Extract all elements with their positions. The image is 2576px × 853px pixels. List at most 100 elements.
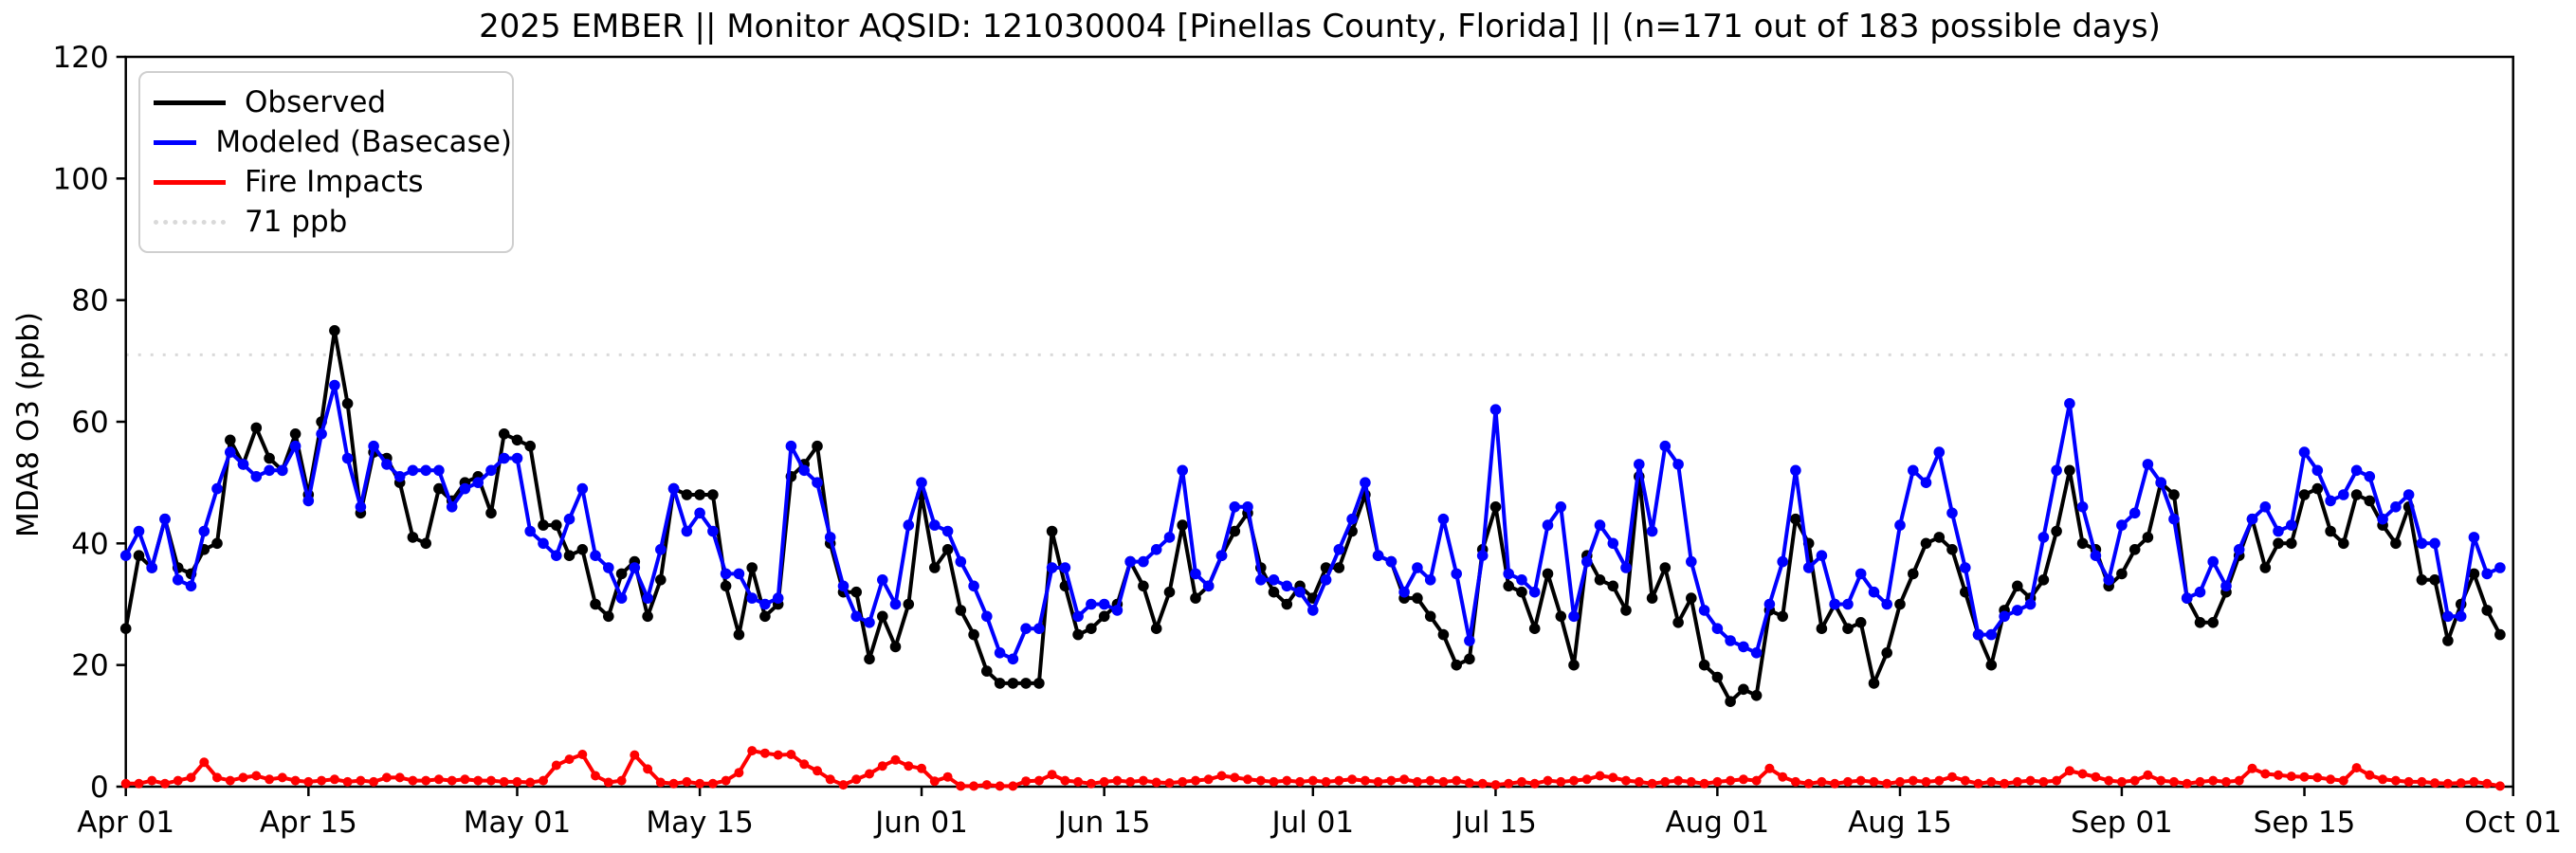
fire-point [1686,776,1696,787]
fire-point [825,774,835,785]
modeled-point [1020,623,1032,634]
observed-point [1503,580,1514,592]
modeled-point [590,550,601,561]
fire-point [564,754,575,765]
threshold-line-sample [154,219,226,225]
fire-point [1504,778,1514,789]
observed-point [994,678,1006,689]
fire-point [1425,775,1435,786]
modeled-point [889,598,902,610]
observed-point [2364,495,2376,507]
fire-point [1334,775,1344,786]
modeled-point [225,446,236,458]
modeled-point [2259,501,2272,513]
fire-point [1060,775,1070,786]
observed-point [2207,617,2219,628]
x-tick-label: May 15 [646,806,753,840]
modeled-point [916,477,927,488]
fire-point [851,774,862,785]
observed-point [1854,617,1867,628]
modeled-point [981,610,993,623]
legend-label: Fire Impacts [245,165,424,199]
fire-point [981,780,992,790]
legend-item-fire: Fire Impacts [140,162,512,202]
fire-point [2390,775,2401,786]
fire-point [1595,771,1605,781]
fire-point [369,776,379,787]
legend-box: Observed Modeled (Basecase) Fire Impacts… [138,71,514,253]
observed-point [1190,592,1201,604]
fire-point [695,778,705,789]
observed-point [1464,653,1475,665]
fire-point [317,775,327,786]
observed-point [2012,580,2023,592]
observed-point [407,532,419,543]
modeled-point [1659,440,1672,452]
observed-point [1698,659,1710,671]
observed-point [524,440,536,452]
modeled-point [2442,610,2454,623]
modeled-point [1620,562,1632,573]
modeled-point [824,532,836,543]
modeled-point [2416,537,2428,550]
modeled-point [1568,610,1580,623]
fire-point [2482,778,2493,789]
fire-point [1830,778,1840,789]
fire-point [2000,778,2010,789]
modeled-point [2024,598,2037,610]
modeled-point [2194,586,2206,598]
observed-point [2325,525,2336,537]
observed-point [1868,678,1880,689]
fire-point [2195,776,2205,787]
fire-point [2182,778,2192,789]
modeled-point [1894,519,1906,531]
modeled-point [864,617,875,628]
modeled-point [798,464,810,477]
fire-point [1947,771,1957,782]
observed-point [1750,690,1763,701]
fire-point [1699,778,1709,789]
y-tick-label: 120 [53,41,109,75]
observed-point [720,580,732,592]
fire-point [499,776,509,787]
legend-item-observed: Observed [140,82,512,122]
modeled-point [2350,464,2363,477]
x-tick-label: Jul 15 [1452,806,1537,840]
observed-point [2142,532,2154,543]
fire-point [759,748,770,758]
fire-point [2469,776,2479,787]
modeled-point [1999,610,2010,623]
modeled-point [642,592,653,604]
modeled-point [1111,605,1124,616]
modeled-point [1385,555,1398,568]
fire-point [786,750,796,759]
modeled-point [420,464,432,477]
observed-point [2037,574,2050,586]
modeled-point [498,452,510,464]
fire-point [147,775,157,786]
modeled-point [720,568,732,580]
fire-point [969,781,979,791]
modeled-point [472,477,484,488]
modeled-point [667,482,680,495]
modeled-point [1059,562,1071,573]
observed-line [123,328,2502,704]
fire-point [2091,771,2101,782]
observed-point [968,628,979,641]
x-tick-label: Jun 01 [873,806,968,840]
fire-point [2326,774,2336,785]
fire-point [1921,776,1931,787]
fire-point [2012,776,2022,787]
modeled-point [1854,568,1867,580]
y-tick-label: 40 [71,527,108,561]
fire-point [942,771,953,782]
observed-point [955,605,967,616]
fire-point [1125,776,1136,787]
observed-point [1542,568,1554,580]
observed-point [603,610,614,623]
fire-point [956,781,966,791]
fire-point [2260,769,2271,779]
observed-point [2338,537,2349,550]
fire-point [1855,775,1866,786]
fire-point [1452,775,1462,786]
